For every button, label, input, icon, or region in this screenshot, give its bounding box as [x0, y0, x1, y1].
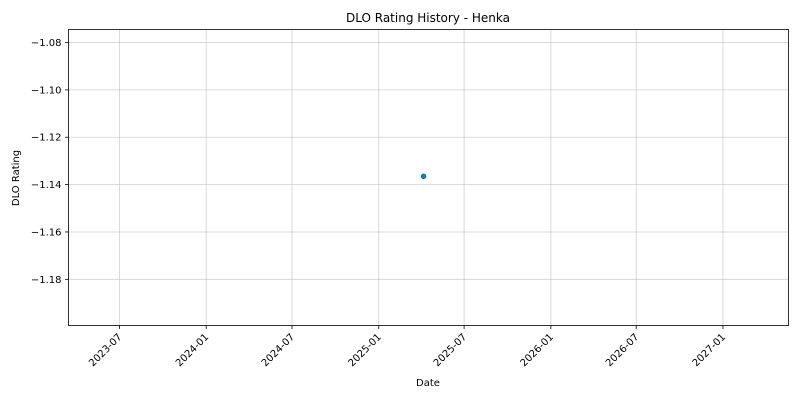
x-tick-label: 2026-01 — [519, 332, 556, 369]
data-point — [420, 173, 427, 180]
x-tick-label: 2023-07 — [87, 332, 124, 369]
y-tick-label: −1.16 — [31, 227, 62, 238]
x-tick-label: 2024-01 — [174, 332, 211, 369]
y-tick-label: −1.10 — [31, 85, 62, 96]
y-axis-title: DLO Rating — [11, 150, 22, 206]
x-tick-label: 2026-07 — [604, 332, 641, 369]
grid — [68, 29, 789, 326]
y-tick-label: −1.12 — [31, 133, 62, 144]
y-tick-label: −1.14 — [31, 180, 62, 191]
x-tick-label: 2025-01 — [347, 332, 384, 369]
x-tick-label: 2024-07 — [260, 332, 297, 369]
chart-title: DLO Rating History - Henka — [346, 11, 510, 25]
x-tick-label: 2027-01 — [691, 332, 728, 369]
data-points — [420, 173, 427, 180]
x-axis-title: Date — [416, 378, 440, 389]
plot-frame — [68, 29, 789, 326]
x-tick-label: 2025-07 — [432, 332, 469, 369]
x-axis: 2023-07 2024-01 2024-07 2025-01 2025-07 2026-… — [87, 325, 728, 369]
y-tick-label: −1.08 — [31, 38, 62, 49]
y-axis: −1.08 −1.10 −1.12 −1.14 −1.16 −1.18 — [31, 38, 69, 286]
y-tick-label: −1.18 — [31, 275, 62, 286]
